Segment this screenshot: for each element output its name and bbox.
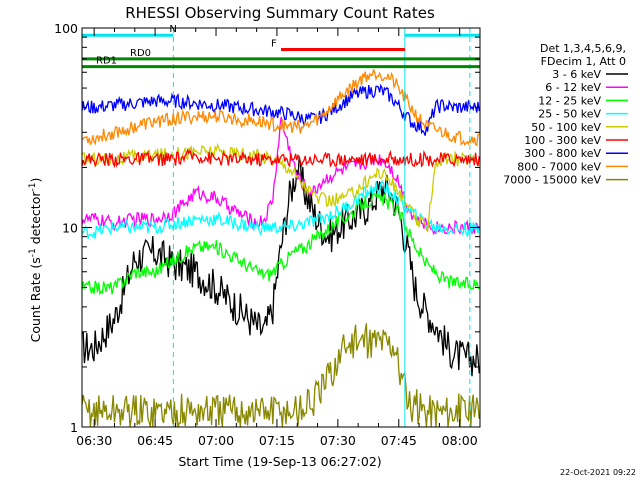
series-line-6	[82, 83, 480, 136]
span-label-n: N	[169, 24, 176, 35]
legend-label-3: 25 - 50 keV	[538, 108, 601, 121]
x-tick-label-1: 06:45	[137, 433, 173, 448]
series-line-2	[82, 192, 480, 296]
x-tick-label-3: 07:15	[259, 433, 295, 448]
series-line-1	[82, 116, 480, 236]
svg-text:Count Rate (s-1 detector-1): Count Rate (s-1 detector-1)	[28, 178, 43, 343]
y-axis-label-mid: detector	[28, 191, 43, 249]
timestamp: 22-Oct-2021 09:22	[560, 468, 636, 477]
legend-label-1: 6 - 12 keV	[545, 81, 601, 94]
span-label-rd0: RD0	[130, 48, 151, 59]
series-line-7	[82, 69, 480, 147]
axes-layer: 06:30 06:45 07:00 07:15 07:30 07:45 08:00 1 10 10…	[54, 21, 481, 448]
series-line-3	[82, 179, 480, 239]
x-tick-label-0: 06:30	[76, 433, 112, 448]
legend-header-0: Det 1,3,4,5,6,9,	[540, 42, 626, 55]
legend-label-0: 3 - 6 keV	[552, 68, 601, 81]
series-line-0	[82, 156, 480, 377]
x-tick-label-4: 07:30	[320, 433, 356, 448]
y-axis-label: Count Rate (s-1 detector-1)	[28, 178, 43, 343]
legend-label-4: 50 - 100 keV	[531, 121, 601, 134]
y-tick-label-1: 10	[62, 221, 78, 236]
series-layer	[82, 69, 480, 427]
y-tick-label-2: 100	[54, 21, 78, 36]
span-label-f: F	[271, 39, 277, 50]
y-tick-label-0: 1	[70, 420, 78, 435]
legend: Det 1,3,4,5,6,9,FDecim 1, Att 03 - 6 keV…	[503, 42, 628, 187]
legend-label-5: 100 - 300 keV	[524, 134, 601, 147]
y-axis-label-end: )	[28, 178, 43, 183]
x-axis-label: Start Time (19-Sep-13 06:27:02)	[178, 454, 381, 469]
chart-title: RHESSI Observing Summary Count Rates	[125, 4, 435, 22]
y-axis-label-sup1: -1	[28, 248, 38, 257]
y-axis-label-main: Count Rate (s	[28, 257, 43, 342]
x-tick-label-5: 07:45	[381, 433, 417, 448]
legend-label-7: 800 - 7000 keV	[517, 160, 601, 173]
legend-label-8: 7000 - 15000 keV	[503, 174, 601, 187]
series-line-8	[82, 323, 480, 427]
series-line-5	[82, 148, 480, 169]
legend-label-2: 12 - 25 keV	[538, 94, 601, 107]
x-tick-label-6: 08:00	[442, 433, 478, 448]
y-axis-label-sup2: -1	[28, 183, 38, 192]
legend-header-1: FDecim 1, Att 0	[541, 55, 626, 68]
span-label-rd1: RD1	[96, 56, 117, 67]
overlay-layer: N F RD0 RD1	[82, 24, 480, 427]
x-tick-label-2: 07:00	[198, 433, 234, 448]
legend-label-6: 300 - 800 keV	[524, 147, 601, 160]
